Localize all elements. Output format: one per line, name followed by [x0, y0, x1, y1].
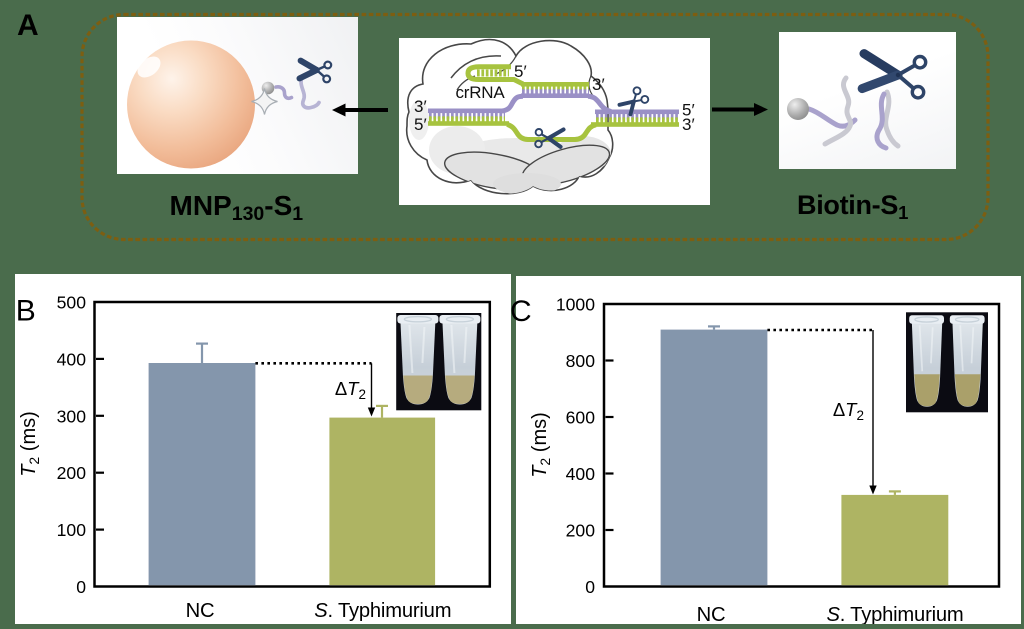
- svg-text:T2 (ms): T2 (ms): [18, 411, 42, 477]
- svg-text:3′: 3′: [592, 75, 605, 94]
- svg-text:200: 200: [57, 463, 87, 483]
- svg-text:T2 (ms): T2 (ms): [529, 412, 553, 478]
- svg-text:C: C: [510, 295, 532, 328]
- svg-text:5′: 5′: [514, 62, 527, 81]
- svg-text:200: 200: [566, 521, 596, 541]
- svg-text:1000: 1000: [556, 295, 595, 315]
- svg-text:3′: 3′: [682, 115, 695, 134]
- svg-text:300: 300: [57, 406, 87, 426]
- svg-text:3′: 3′: [414, 97, 427, 116]
- svg-text:S. Typhimurium: S. Typhimurium: [314, 600, 451, 622]
- svg-text:ΔT2: ΔT2: [833, 399, 864, 423]
- svg-text:NC: NC: [186, 600, 215, 622]
- svg-text:600: 600: [566, 408, 596, 428]
- svg-text:800: 800: [566, 351, 596, 371]
- svg-text:ΔT2: ΔT2: [335, 378, 366, 402]
- svg-text:5′: 5′: [414, 115, 427, 134]
- svg-text:crRNA: crRNA: [455, 83, 505, 102]
- svg-text:100: 100: [57, 520, 87, 540]
- svg-text:5′: 5′: [682, 101, 695, 120]
- svg-text:0: 0: [76, 577, 86, 597]
- svg-text:400: 400: [57, 349, 87, 369]
- svg-text:0: 0: [585, 577, 595, 597]
- svg-text:S. Typhimurium: S. Typhimurium: [826, 604, 963, 624]
- svg-text:400: 400: [566, 464, 596, 484]
- svg-text:500: 500: [57, 293, 87, 313]
- svg-text:B: B: [16, 295, 36, 328]
- svg-text:NC: NC: [697, 604, 726, 624]
